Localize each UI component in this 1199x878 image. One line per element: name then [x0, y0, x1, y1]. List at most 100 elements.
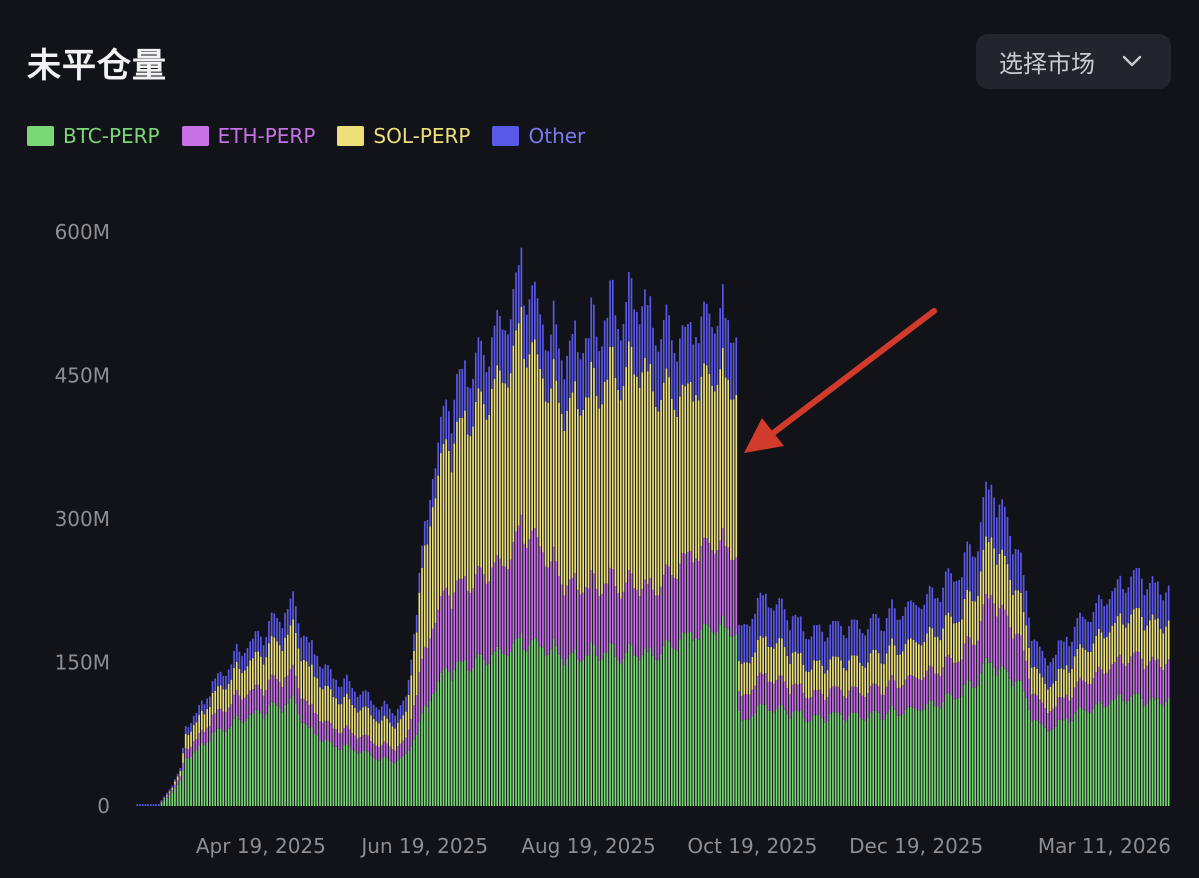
bar-sol-perp — [936, 636, 939, 674]
bar-btc-perp — [611, 644, 614, 806]
bar-eth-perp — [1092, 677, 1095, 709]
bar-sol-perp — [375, 721, 378, 746]
bar-eth-perp — [160, 802, 163, 804]
bar-other — [466, 386, 469, 435]
bar-btc-perp — [722, 615, 724, 806]
bar-btc-perp — [1143, 706, 1146, 806]
legend-item-other[interactable]: Other — [492, 124, 585, 148]
legend-item-eth[interactable]: ETH-PERP — [181, 124, 315, 148]
bar-btc-perp — [1038, 722, 1041, 806]
bar-btc-perp — [1017, 680, 1020, 806]
bar-btc-perp — [778, 705, 781, 806]
annotation-arrow-shaft — [765, 308, 937, 440]
bar-eth-perp — [773, 683, 775, 713]
bar-eth-perp — [1030, 694, 1033, 722]
bar-eth-perp — [799, 683, 802, 711]
bar-btc-perp — [241, 722, 243, 806]
bar-other — [262, 645, 265, 665]
bar-other — [388, 708, 391, 723]
bar-btc-perp — [652, 655, 654, 806]
bar-eth-perp — [367, 735, 370, 752]
bar-other — [488, 366, 491, 415]
bar-btc-perp — [614, 656, 617, 806]
bar-sol-perp — [254, 651, 257, 685]
bar-other — [904, 607, 907, 645]
bar-other — [1132, 570, 1135, 610]
bar-btc-perp — [262, 718, 265, 806]
bar-btc-perp — [308, 727, 311, 806]
bar-eth-perp — [329, 723, 332, 743]
bar-btc-perp — [928, 700, 931, 806]
bar-eth-perp — [1143, 669, 1146, 707]
legend-item-sol[interactable]: SOL-PERP — [337, 124, 470, 148]
bar-other — [297, 623, 300, 649]
bar-sol-perp — [931, 628, 934, 667]
bar-btc-perp — [249, 714, 251, 806]
y-tick-label: 300M — [55, 507, 110, 531]
bar-sol-perp — [805, 671, 807, 699]
bar-sol-perp — [1030, 667, 1033, 695]
bar-other — [875, 614, 877, 651]
bar-other — [834, 621, 837, 657]
bar-btc-perp — [254, 709, 257, 806]
bar-eth-perp — [574, 573, 576, 650]
bar-sol-perp — [609, 347, 611, 568]
bar-sol-perp — [630, 346, 633, 574]
bar-btc-perp — [931, 701, 934, 806]
bar-sol-perp — [348, 699, 351, 730]
bar-eth-perp — [695, 558, 697, 638]
bar-other — [679, 338, 681, 397]
bar-other — [636, 311, 638, 377]
bar-other — [1017, 549, 1020, 591]
bar-other — [574, 320, 576, 382]
bar-btc-perp — [1167, 697, 1170, 806]
bar-btc-perp — [1052, 728, 1055, 806]
bar-other — [335, 679, 337, 699]
bar-sol-perp — [789, 663, 791, 695]
bar-btc-perp — [386, 758, 388, 806]
bar-btc-perp — [405, 753, 407, 806]
bar-other — [372, 704, 375, 719]
bar-eth-perp — [689, 550, 692, 633]
bar-eth-perp — [915, 677, 918, 710]
bar-other — [888, 608, 891, 646]
bar-other — [198, 705, 200, 716]
legend-label-btc: BTC-PERP — [63, 124, 160, 148]
bar-sol-perp — [1081, 647, 1084, 681]
bar-other — [912, 602, 915, 640]
bar-sol-perp — [491, 388, 493, 568]
bar-btc-perp — [278, 708, 281, 806]
bar-eth-perp — [1046, 713, 1049, 732]
legend-label-other: Other — [528, 124, 586, 148]
bar-sol-perp — [1119, 613, 1122, 655]
bar-eth-perp — [657, 595, 660, 661]
bar-btc-perp — [590, 642, 593, 806]
bar-sol-perp — [1014, 590, 1017, 635]
bar-eth-perp — [840, 689, 842, 715]
bar-btc-perp — [550, 649, 552, 806]
bar-btc-perp — [375, 759, 378, 806]
bar-eth-perp — [456, 580, 458, 662]
bar-eth-perp — [942, 667, 944, 702]
bar-btc-perp — [512, 643, 515, 806]
bar-btc-perp — [311, 727, 313, 806]
market-select-dropdown[interactable]: 选择市场 — [976, 34, 1171, 89]
bar-other — [770, 608, 773, 648]
bar-sol-perp — [611, 346, 614, 569]
bar-btc-perp — [531, 639, 533, 806]
bar-other — [359, 694, 362, 711]
bar-eth-perp — [837, 686, 840, 713]
bar-eth-perp — [1068, 700, 1071, 724]
bar-btc-perp — [961, 696, 963, 806]
bar-eth-perp — [1041, 702, 1044, 725]
bar-sol-perp — [601, 404, 603, 595]
bar-sol-perp — [405, 711, 407, 738]
legend-item-btc[interactable]: BTC-PERP — [27, 124, 160, 148]
bar-btc-perp — [982, 663, 985, 806]
bar-sol-perp — [276, 641, 278, 680]
bar-btc-perp — [563, 665, 566, 806]
bar-eth-perp — [303, 698, 305, 723]
bar-btc-perp — [805, 721, 807, 806]
bar-sol-perp — [1038, 673, 1041, 700]
bar-sol-perp — [888, 645, 891, 681]
